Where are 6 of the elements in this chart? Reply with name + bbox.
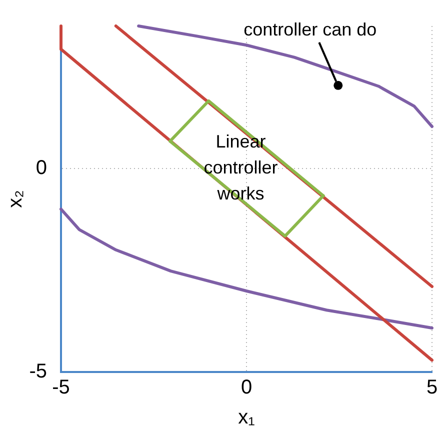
x-tick-label: 5 <box>426 376 438 399</box>
annotation: controller can do <box>244 19 377 40</box>
y-axis-title: x₂ <box>4 190 27 208</box>
x-axis-title: x₁ <box>238 406 256 429</box>
x-tick-label: -5 <box>52 376 70 399</box>
x-tick-label: 0 <box>240 376 252 399</box>
